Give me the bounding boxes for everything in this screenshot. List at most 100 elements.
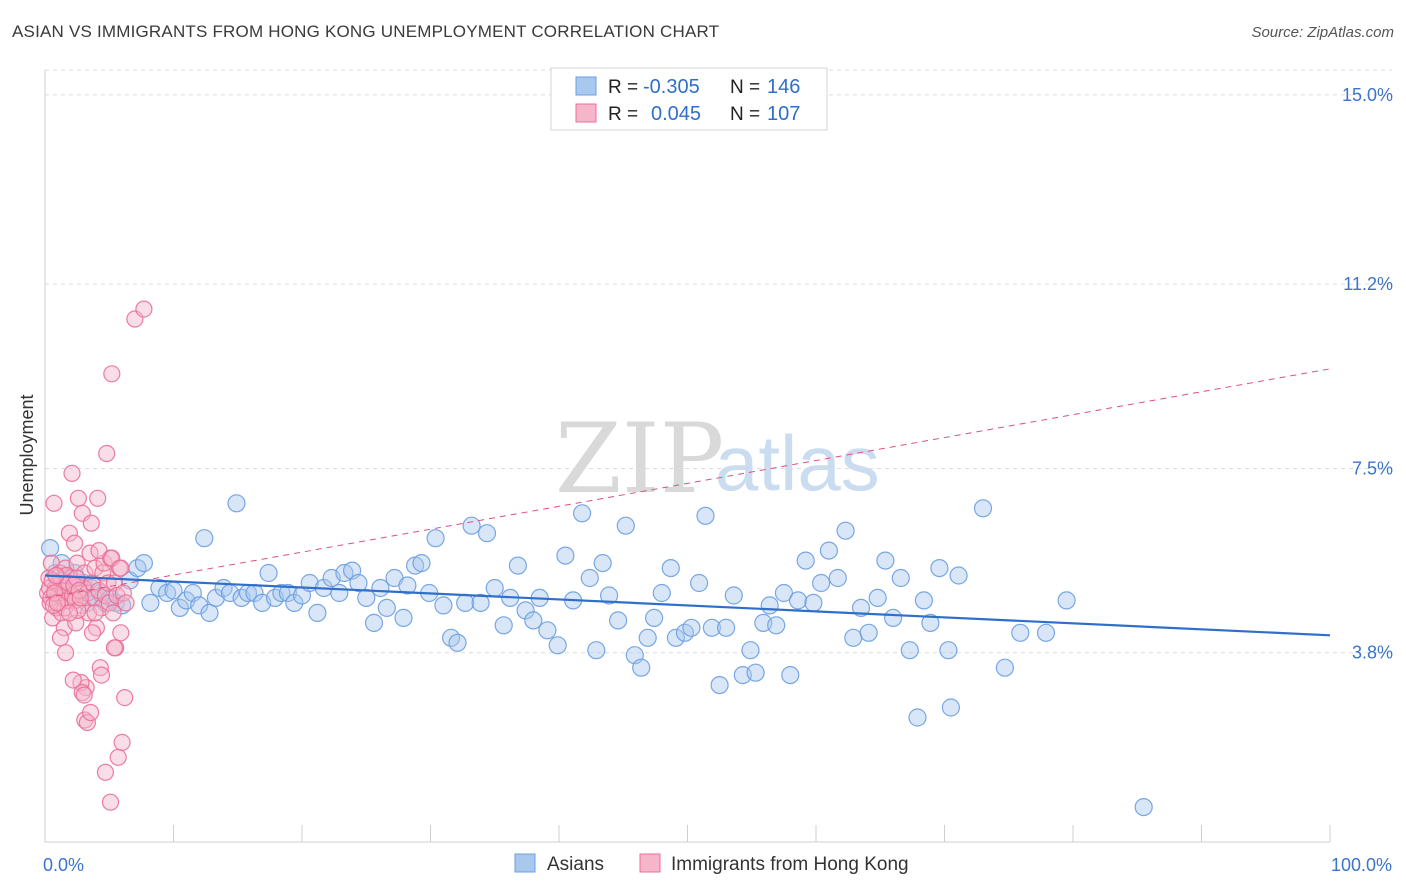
data-point-asians (702, 618, 722, 637)
data-point-asians (828, 568, 847, 588)
legend-label-hk: Immigrants from Hong Kong (671, 854, 909, 875)
data-point-hk (105, 639, 124, 657)
data-point-hk (75, 686, 93, 704)
watermark-zip: ZIP (555, 403, 724, 515)
data-point-asians (40, 538, 60, 558)
data-point-asians (593, 553, 612, 573)
data-point-asians (227, 494, 246, 513)
data-point-asians (914, 591, 934, 610)
data-point-asians (941, 698, 961, 717)
data-point-hk (109, 748, 127, 766)
data-point-asians (572, 504, 592, 523)
data-point-asians (377, 598, 396, 618)
data-point-hk (71, 589, 89, 607)
data-point-asians (580, 568, 599, 588)
data-point-asians (448, 633, 467, 652)
data-point-asians (632, 658, 651, 677)
data-point-asians (661, 558, 680, 578)
data-point-asians (616, 516, 635, 535)
data-point-asians (349, 573, 368, 593)
data-point-asians (767, 616, 786, 635)
source-label: Source: ZipAtlas.com (1251, 24, 1394, 41)
y-tick-labels: 3.8% 7.5% 11.2% 15.0% (1342, 85, 1393, 663)
data-point-hk (56, 644, 75, 662)
data-point-asians (973, 499, 993, 518)
data-point-asians (462, 516, 481, 535)
data-point-asians (949, 566, 968, 585)
data-point-asians (760, 596, 779, 615)
data-point-asians (844, 628, 863, 647)
data-point-asians (1011, 623, 1030, 642)
stats-n-value-asians: 146 (767, 76, 800, 98)
x-tick-marks (44, 825, 1331, 842)
stats-n-label-hk: N = (730, 104, 760, 125)
data-point-asians (819, 541, 839, 560)
data-point-hk (98, 444, 116, 463)
data-point-asians (696, 506, 715, 525)
data-point-asians (272, 583, 291, 603)
data-point-asians (434, 596, 453, 615)
data-point-hk (51, 629, 70, 647)
data-point-asians (477, 524, 497, 543)
data-point-asians (308, 603, 327, 623)
data-point-asians (644, 608, 664, 628)
stats-swatch-asians (575, 76, 597, 96)
x-tick-label-min: 0.0% (43, 855, 84, 875)
data-point-asians (891, 568, 910, 588)
stats-r-value-asians: -0.305 (643, 76, 700, 98)
data-point-hk (112, 559, 130, 577)
stats-n-value-hk: 107 (767, 103, 800, 125)
data-point-asians (516, 601, 535, 620)
grid-lines (45, 69, 1392, 654)
data-point-hk (81, 703, 100, 722)
stats-box-frame (550, 67, 828, 131)
data-point-hk (82, 514, 100, 532)
data-point-asians (364, 613, 384, 633)
y-tick-label: 15.0% (1342, 85, 1393, 105)
data-point-asians (746, 663, 765, 682)
data-point-hk (90, 541, 108, 560)
series-hk-points (38, 300, 153, 811)
data-point-asians (494, 616, 513, 635)
data-point-asians (836, 521, 855, 540)
data-point-asians (456, 593, 475, 613)
data-point-asians (394, 608, 413, 628)
data-point-asians (921, 613, 940, 633)
data-point-asians (599, 586, 619, 605)
data-point-hk (96, 763, 115, 781)
data-point-asians (666, 628, 686, 647)
data-point-hk (92, 666, 111, 684)
data-point-asians (788, 591, 808, 610)
data-point-hk (48, 594, 66, 612)
data-point-asians (134, 553, 153, 573)
data-point-asians (796, 551, 815, 570)
data-point-asians (1134, 797, 1153, 817)
data-point-asians (716, 618, 736, 637)
data-point-asians (587, 641, 606, 660)
series-asians-points (40, 494, 1153, 817)
data-point-asians (682, 618, 701, 637)
y-tick-label: 3.8% (1352, 643, 1393, 663)
stats-n-label-asians: N = (730, 77, 760, 98)
data-point-asians (398, 576, 417, 595)
data-point-asians (900, 641, 919, 660)
trend-line-asians (44, 574, 1331, 637)
data-point-asians (426, 529, 445, 548)
data-point-asians (995, 658, 1015, 677)
data-point-asians (508, 556, 528, 575)
legend-label-asians: Asians (547, 854, 604, 875)
chart-title: ASIAN VS IMMIGRANTS FROM HONG KONG UNEMP… (12, 22, 720, 41)
data-point-hk (117, 594, 135, 612)
trend-lines (44, 368, 1331, 637)
watermark: ZIP atlas (555, 403, 880, 515)
data-point-asians (556, 546, 575, 565)
data-point-hk (83, 624, 102, 642)
data-point-asians (278, 583, 297, 603)
data-point-asians (774, 583, 794, 603)
data-point-asians (811, 573, 831, 593)
y-tick-label: 7.5% (1352, 458, 1393, 478)
data-point-asians (259, 563, 278, 583)
data-point-asians (710, 675, 729, 695)
data-point-asians (190, 596, 209, 615)
